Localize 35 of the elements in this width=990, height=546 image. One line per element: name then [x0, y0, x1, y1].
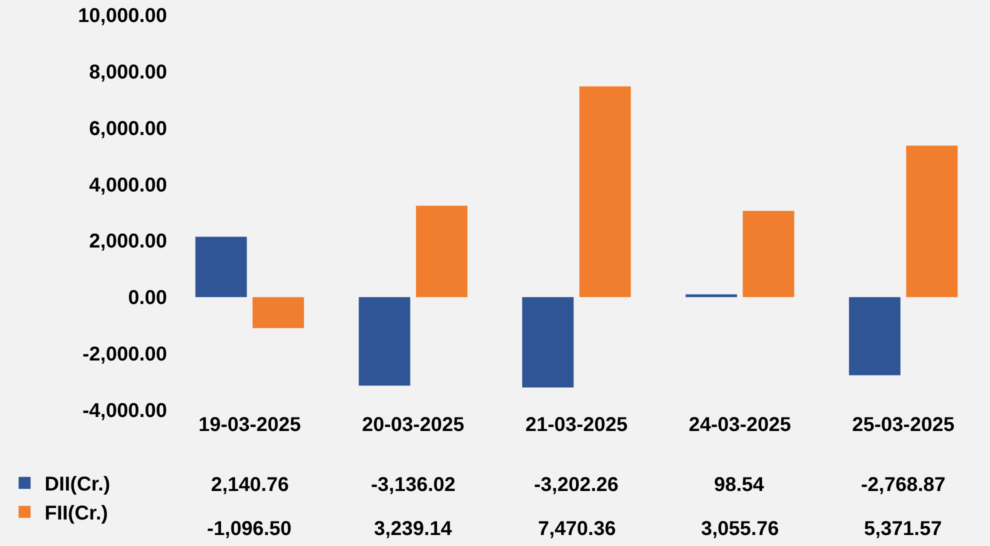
x-tick-label: 24-03-2025: [688, 414, 792, 436]
data-label: -1,096.50: [207, 518, 292, 540]
legend-label: DII(Cr.): [44, 474, 110, 496]
bar: [522, 297, 574, 388]
data-label: 3,055.76: [701, 518, 779, 540]
bar: [252, 297, 304, 328]
data-label: 7,470.36: [538, 518, 616, 540]
data-label: 2,140.76: [211, 474, 289, 496]
data-label: -3,202.26: [534, 474, 619, 496]
bar: [686, 294, 738, 298]
y-tick-label: 8,000.00: [89, 61, 167, 84]
legend-label: FII(Cr.): [44, 502, 108, 525]
bar: [848, 297, 900, 376]
data-label: 5,371.57: [864, 518, 942, 540]
y-tick-label: -4,000.00: [82, 400, 167, 422]
bar: [906, 146, 958, 298]
y-tick-label: -2,000.00: [82, 344, 167, 366]
y-tick-label: 6,000.00: [89, 118, 167, 140]
bar: [579, 86, 631, 298]
y-tick-label: 4,000.00: [89, 174, 167, 196]
data-label: -3,136.02: [371, 474, 456, 496]
y-tick-label: 0.00: [128, 287, 167, 310]
data-label: 98.54: [714, 474, 765, 496]
bar: [195, 236, 247, 298]
x-tick-label: 25-03-2025: [852, 414, 954, 436]
x-tick-label: 19-03-2025: [198, 414, 301, 436]
bar: [358, 297, 410, 386]
y-tick-label: 10,000.00: [78, 5, 167, 27]
x-tick-label: 20-03-2025: [362, 414, 464, 436]
x-tick-label: 21-03-2025: [525, 414, 628, 436]
data-label: -2,768.87: [861, 474, 946, 496]
bar: [742, 210, 794, 298]
y-tick-label: 2,000.00: [89, 230, 167, 253]
data-label: 3,239.14: [374, 518, 453, 540]
bar: [416, 206, 468, 298]
